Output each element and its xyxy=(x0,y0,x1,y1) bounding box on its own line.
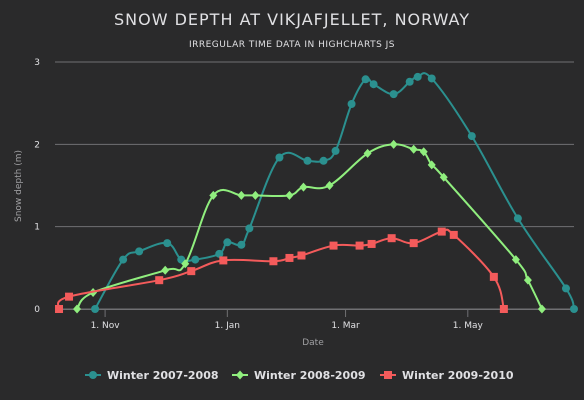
data-point[interactable] xyxy=(155,276,164,285)
data-point[interactable] xyxy=(439,172,448,182)
series-2 xyxy=(73,139,546,314)
data-point[interactable] xyxy=(223,238,232,247)
data-point[interactable] xyxy=(163,239,172,248)
data-point[interactable] xyxy=(285,253,294,262)
data-point[interactable] xyxy=(275,153,284,162)
data-point[interactable] xyxy=(135,247,144,256)
data-point[interactable] xyxy=(437,227,446,236)
x-axis: 1. Nov 1. Jan 1. Mar 1. May xyxy=(55,309,574,331)
data-point[interactable] xyxy=(389,139,398,149)
x-tick-label: 1. Jan xyxy=(215,321,240,331)
data-point[interactable] xyxy=(499,305,508,313)
data-point[interactable] xyxy=(387,234,396,243)
legend-item[interactable]: Winter 2009-2010 xyxy=(380,369,514,382)
legend-label: Winter 2009-2010 xyxy=(402,369,514,382)
data-point[interactable] xyxy=(489,272,498,281)
data-point[interactable] xyxy=(191,255,200,264)
y-axis: 0 1 2 3 xyxy=(34,58,40,315)
data-point[interactable] xyxy=(355,241,364,250)
data-point[interactable] xyxy=(405,77,414,86)
legend-label: Winter 2008-2009 xyxy=(254,369,366,382)
data-point[interactable] xyxy=(570,305,578,313)
data-point[interactable] xyxy=(537,304,546,314)
data-point[interactable] xyxy=(449,230,458,239)
series-1 xyxy=(91,72,578,313)
y-tick-label: 2 xyxy=(34,140,40,150)
data-point[interactable] xyxy=(409,239,418,248)
data-point[interactable] xyxy=(269,257,278,266)
x-axis-title: Date xyxy=(302,338,324,348)
data-point[interactable] xyxy=(427,160,436,170)
data-point[interactable] xyxy=(119,255,128,264)
data-point[interactable] xyxy=(285,190,294,200)
data-point[interactable] xyxy=(467,132,476,141)
legend-label: Winter 2007-2008 xyxy=(107,369,219,382)
data-point[interactable] xyxy=(513,214,522,223)
data-point[interactable] xyxy=(319,156,328,165)
data-point[interactable] xyxy=(413,72,422,81)
data-point[interactable] xyxy=(331,146,340,155)
legend-item[interactable]: Winter 2008-2009 xyxy=(232,369,366,382)
data-point[interactable] xyxy=(363,148,372,158)
data-point[interactable] xyxy=(215,249,224,258)
data-point[interactable] xyxy=(347,99,356,108)
data-point[interactable] xyxy=(187,267,196,276)
data-point[interactable] xyxy=(181,259,190,269)
data-point[interactable] xyxy=(73,304,82,314)
series-line[interactable] xyxy=(56,228,505,310)
data-point[interactable] xyxy=(237,240,246,249)
x-tick-label: 1. Mar xyxy=(331,321,360,331)
data-point[interactable] xyxy=(367,239,376,248)
data-point[interactable] xyxy=(161,265,170,275)
data-point[interactable] xyxy=(427,74,436,83)
series-3 xyxy=(55,227,508,313)
y-axis-title: Snow depth (m) xyxy=(14,150,24,222)
data-point[interactable] xyxy=(303,156,312,165)
data-point[interactable] xyxy=(389,90,398,99)
data-point[interactable] xyxy=(209,190,218,200)
data-point[interactable] xyxy=(219,256,228,265)
data-point[interactable] xyxy=(297,251,306,260)
data-point[interactable] xyxy=(325,181,334,190)
data-point[interactable] xyxy=(361,75,370,84)
chart-title: SNOW DEPTH AT VIKJAFJELLET, NORWAY xyxy=(114,10,470,29)
data-point[interactable] xyxy=(65,292,74,301)
chart-subtitle: IRREGULAR TIME DATA IN HIGHCHARTS JS xyxy=(189,40,395,50)
y-gridlines xyxy=(55,61,574,310)
data-point[interactable] xyxy=(299,182,308,192)
data-point[interactable] xyxy=(561,284,570,293)
legend: Winter 2007-2008 Winter 2008-2009 Winter 2… xyxy=(85,369,514,382)
series-line[interactable] xyxy=(94,72,575,310)
data-point[interactable] xyxy=(369,80,378,89)
legend-item[interactable]: Winter 2007-2008 xyxy=(85,369,219,382)
y-tick-label: 0 xyxy=(34,305,40,315)
data-point[interactable] xyxy=(511,255,520,265)
data-point[interactable] xyxy=(237,190,246,200)
data-point[interactable] xyxy=(409,144,418,154)
plot-series xyxy=(55,72,578,314)
x-tick-label: 1. May xyxy=(453,321,484,331)
legend-marker xyxy=(384,371,392,379)
legend-marker xyxy=(89,371,97,379)
y-tick-label: 1 xyxy=(34,223,40,233)
y-tick-label: 3 xyxy=(34,58,40,68)
data-point[interactable] xyxy=(55,305,64,313)
x-tick-label: 1. Nov xyxy=(91,321,121,331)
data-point[interactable] xyxy=(91,305,100,313)
data-point[interactable] xyxy=(523,275,532,285)
data-point[interactable] xyxy=(419,147,428,157)
legend-marker xyxy=(236,370,244,380)
data-point[interactable] xyxy=(329,241,338,250)
data-point[interactable] xyxy=(251,190,260,200)
data-point[interactable] xyxy=(245,224,254,233)
